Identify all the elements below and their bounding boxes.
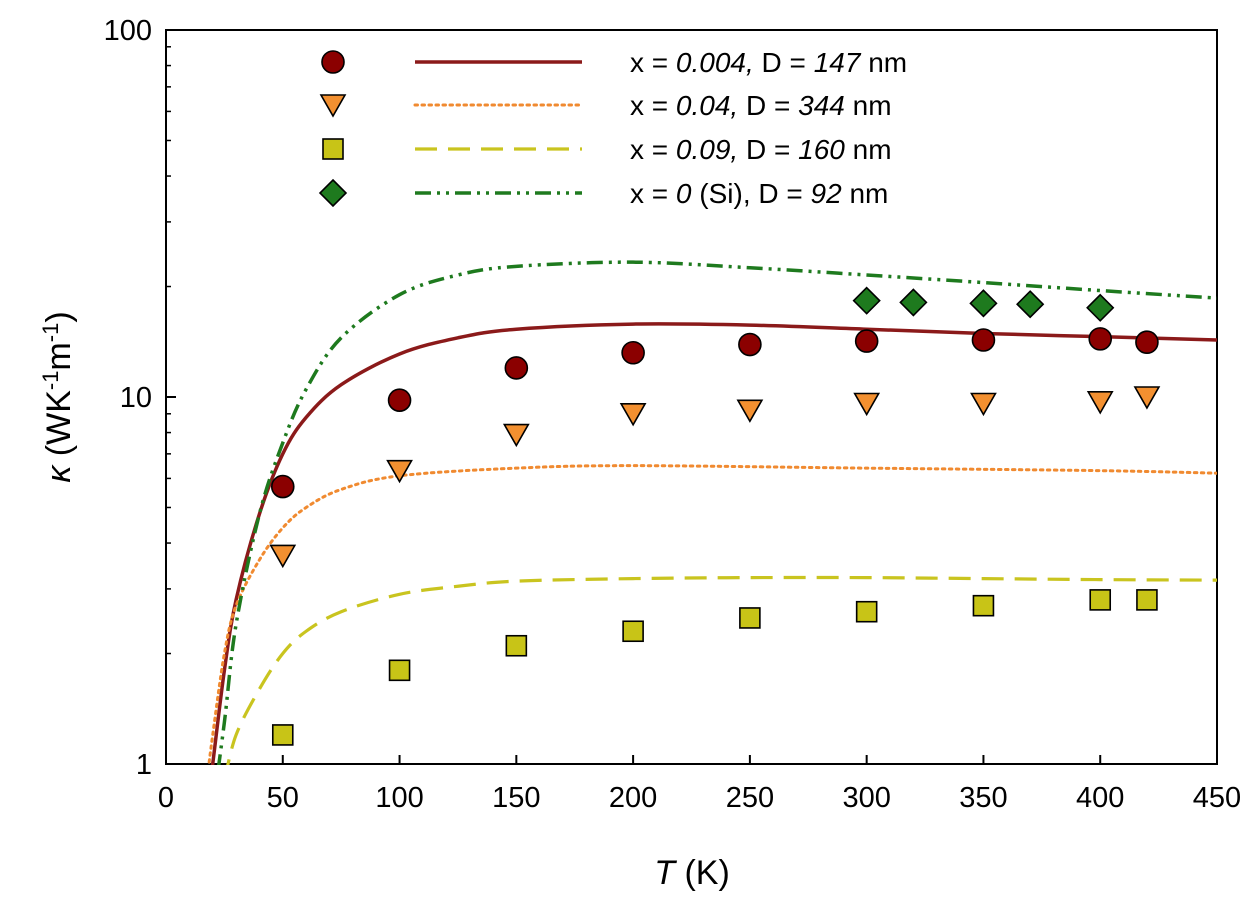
data-point-triangle-down [1133,386,1161,410]
x-tick-label: 450 [1193,782,1241,814]
legend-label: x = 0.09, D = 160 nm [630,134,892,165]
y-axis-title: κ (WK-1m-1) [38,311,78,482]
y-tick-label: 10 [120,382,152,414]
model-curve-1 [210,322,1217,765]
model-curve-3 [226,575,1217,765]
legend-label: x = 0 (Si), D = 92 nm [630,178,888,209]
legend-label: x = 0.04, D = 344 nm [630,90,892,121]
data-point-square [1136,589,1158,611]
data-point-diamond [969,289,998,318]
data-point-square [388,659,411,682]
data-point-diamond [1086,293,1115,322]
x-axis: 0 50 100 150 200 250 300 350 400 450 [158,755,1241,814]
legend-label: x = 0.004, D = 147 nm [630,47,907,78]
data-point-square [855,600,878,623]
data-point-triangle-down [269,544,297,569]
data-point-diamond [899,288,928,317]
data-point-circle [387,388,412,413]
data-point-square [622,620,644,643]
y-axis: 1 10 100 [104,15,176,781]
y-tick-label: 100 [104,15,152,47]
data-point-square [271,724,294,746]
x-tick-label: 200 [609,782,657,814]
x-tick-label: 400 [1076,782,1124,814]
data-point-triangle-down [502,423,530,448]
data-point-triangle-down [386,459,413,484]
data-point-circle [504,356,529,380]
legend-marker-circle [321,50,345,74]
data-point-square [1089,589,1112,611]
x-tick-label: 300 [842,782,890,814]
data-point-triangle-down [736,399,764,423]
data-point-square [739,607,761,629]
x-tick-label: 350 [959,782,1007,814]
data-point-circle [738,332,762,357]
data-point-circle [854,329,879,353]
data-point-triangle-down [1086,391,1114,415]
legend-marker-triangle-down [319,94,347,118]
data-point-square [972,594,995,617]
data-point-diamond [852,286,881,315]
model-curves [207,260,1217,765]
x-tick-label: 150 [492,782,540,814]
model-curve-2 [207,464,1217,765]
legend: x = 0.004, D = 147 nm x = 0.04, D = 344 n… [318,47,907,209]
x-axis-title: T (K) [654,854,730,892]
x-tick-label: 250 [726,782,774,814]
data-point-circle [621,340,645,365]
data-point-circle [971,328,996,352]
data-point-square [505,634,528,657]
data-point-circle [270,474,295,499]
y-tick-label: 1 [136,749,152,781]
data-point-circle [1135,330,1159,355]
x-tick-label: 0 [158,782,174,814]
legend-marker-square [322,138,344,160]
legend-marker-diamond [318,178,348,208]
data-point-circle [1088,327,1113,351]
data-point-triangle-down [853,392,881,417]
model-curve-4 [217,260,1217,765]
data-point-diamond [1016,290,1045,319]
data-point-triangle-down [970,392,997,417]
x-tick-label: 100 [375,782,423,814]
data-markers [269,286,1161,746]
data-point-triangle-down [619,402,647,427]
x-tick-label: 50 [267,782,299,814]
